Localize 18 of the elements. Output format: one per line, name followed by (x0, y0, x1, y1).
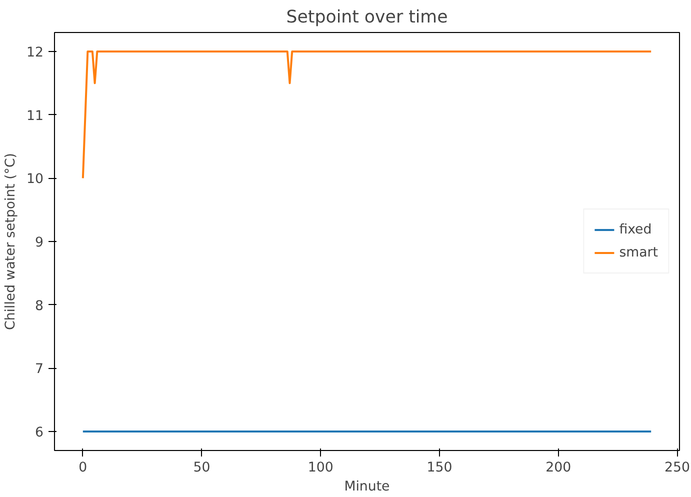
chart-title: Setpoint over time (286, 8, 448, 28)
x-tick-label: 100 (308, 460, 334, 476)
legend-label: smart (619, 245, 658, 260)
y-tick-label: 7 (35, 362, 44, 378)
x-tick-label: 50 (193, 460, 210, 476)
legend-label: fixed (619, 222, 652, 237)
x-tick-label: 150 (426, 460, 452, 476)
y-tick-label: 12 (26, 46, 44, 60)
y-tick-label: 8 (35, 298, 44, 314)
y-tick-label: 10 (26, 172, 44, 188)
y-tick-label: 11 (26, 108, 44, 124)
y-tick-label: 6 (35, 426, 44, 440)
x-tick-label: 0 (78, 460, 88, 476)
x-axis-title: Minute (344, 480, 390, 494)
x-tick-label: 200 (546, 460, 572, 476)
x-tick-label: 250 (664, 460, 690, 476)
y-tick-label: 9 (35, 236, 44, 250)
y-axis-title: Chilled water setpoint (°C) (4, 153, 19, 330)
